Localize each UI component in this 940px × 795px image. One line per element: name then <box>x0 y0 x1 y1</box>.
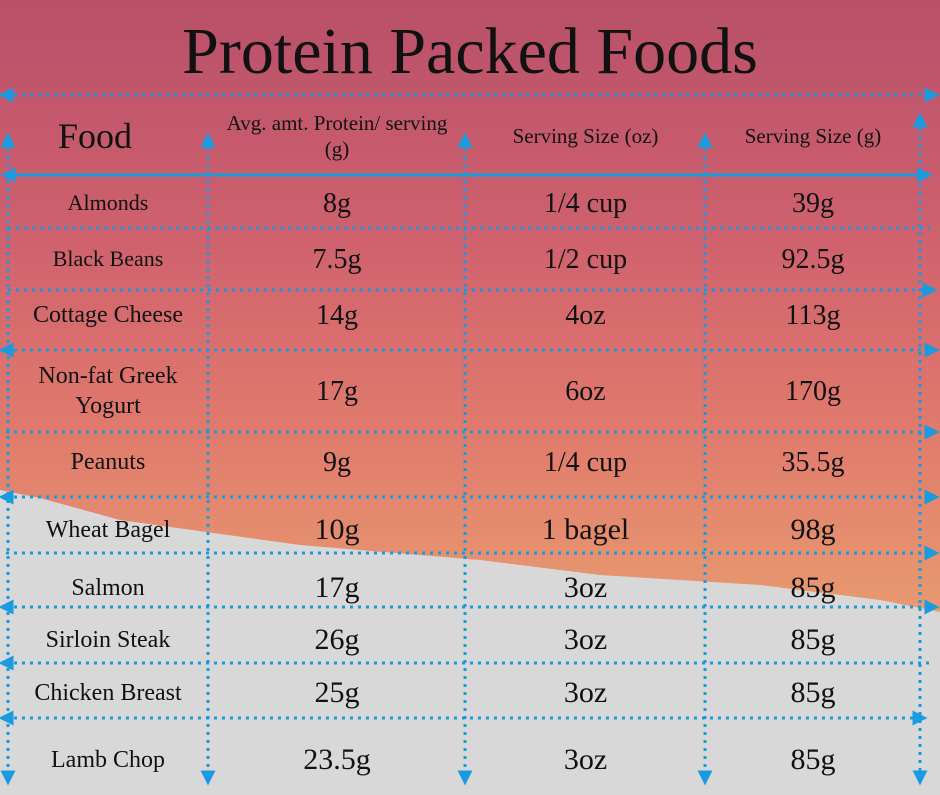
cell-value: 7.5g <box>312 243 362 275</box>
cell-value: 17g <box>314 570 360 604</box>
food-name: Cottage Cheese <box>33 302 183 328</box>
grid <box>0 87 940 786</box>
title: Protein Packed Foods <box>182 15 758 88</box>
cell-value: 3oz <box>563 675 608 709</box>
cell-value: 1/4 cup <box>543 187 628 219</box>
cell-value: 39g <box>792 187 834 219</box>
cell-value: 8g <box>323 187 351 219</box>
cell-value: 6oz <box>565 375 606 407</box>
cell-value: 98g <box>790 513 836 547</box>
cell-value: 17g <box>316 375 358 407</box>
cell-value: 3oz <box>563 570 608 604</box>
food-name: Non-fat Greek Yogurt <box>38 363 178 419</box>
cell-value: 3oz <box>563 743 608 777</box>
food-name: Chicken Breast <box>34 679 182 706</box>
cell-value: 3oz <box>563 623 608 657</box>
food-name: Sirloin Steak <box>45 627 171 653</box>
cell-value: 9g <box>323 446 351 478</box>
header-cell: Serving Size (g) <box>744 123 882 148</box>
cell-value: 170g <box>785 375 841 407</box>
cell-value: 85g <box>790 623 836 657</box>
food-name: Almonds <box>67 190 149 216</box>
cell-value: 35.5g <box>781 446 845 478</box>
cell-value: 10g <box>314 513 360 547</box>
cell-value: 92.5g <box>781 243 845 275</box>
cell-value: 23.5g <box>303 743 371 777</box>
food-name: Peanuts <box>70 449 146 475</box>
cell-value: 1/2 cup <box>543 243 628 275</box>
header-cell: Food <box>57 115 133 156</box>
cell-value: 4oz <box>565 299 606 331</box>
cell-value: 113g <box>785 299 841 331</box>
food-name: Salmon <box>71 574 145 601</box>
cell-value: 85g <box>790 570 836 604</box>
cell-value: 1/4 cup <box>543 446 628 478</box>
food-name: Wheat Bagel <box>45 517 171 543</box>
header-cell: Serving Size (oz) <box>512 123 659 148</box>
cell-value: 26g <box>314 623 360 657</box>
cell-value: 25g <box>314 675 360 709</box>
food-name: Black Beans <box>52 246 164 272</box>
header-cell: Avg. amt. Protein/ serving (g) <box>226 110 448 161</box>
cell-value: 85g <box>790 743 836 777</box>
cell-value: 1 bagel <box>541 513 630 547</box>
cell-value: 85g <box>790 675 836 709</box>
food-name: Lamb Chop <box>51 747 165 773</box>
cell-value: 14g <box>316 299 358 331</box>
